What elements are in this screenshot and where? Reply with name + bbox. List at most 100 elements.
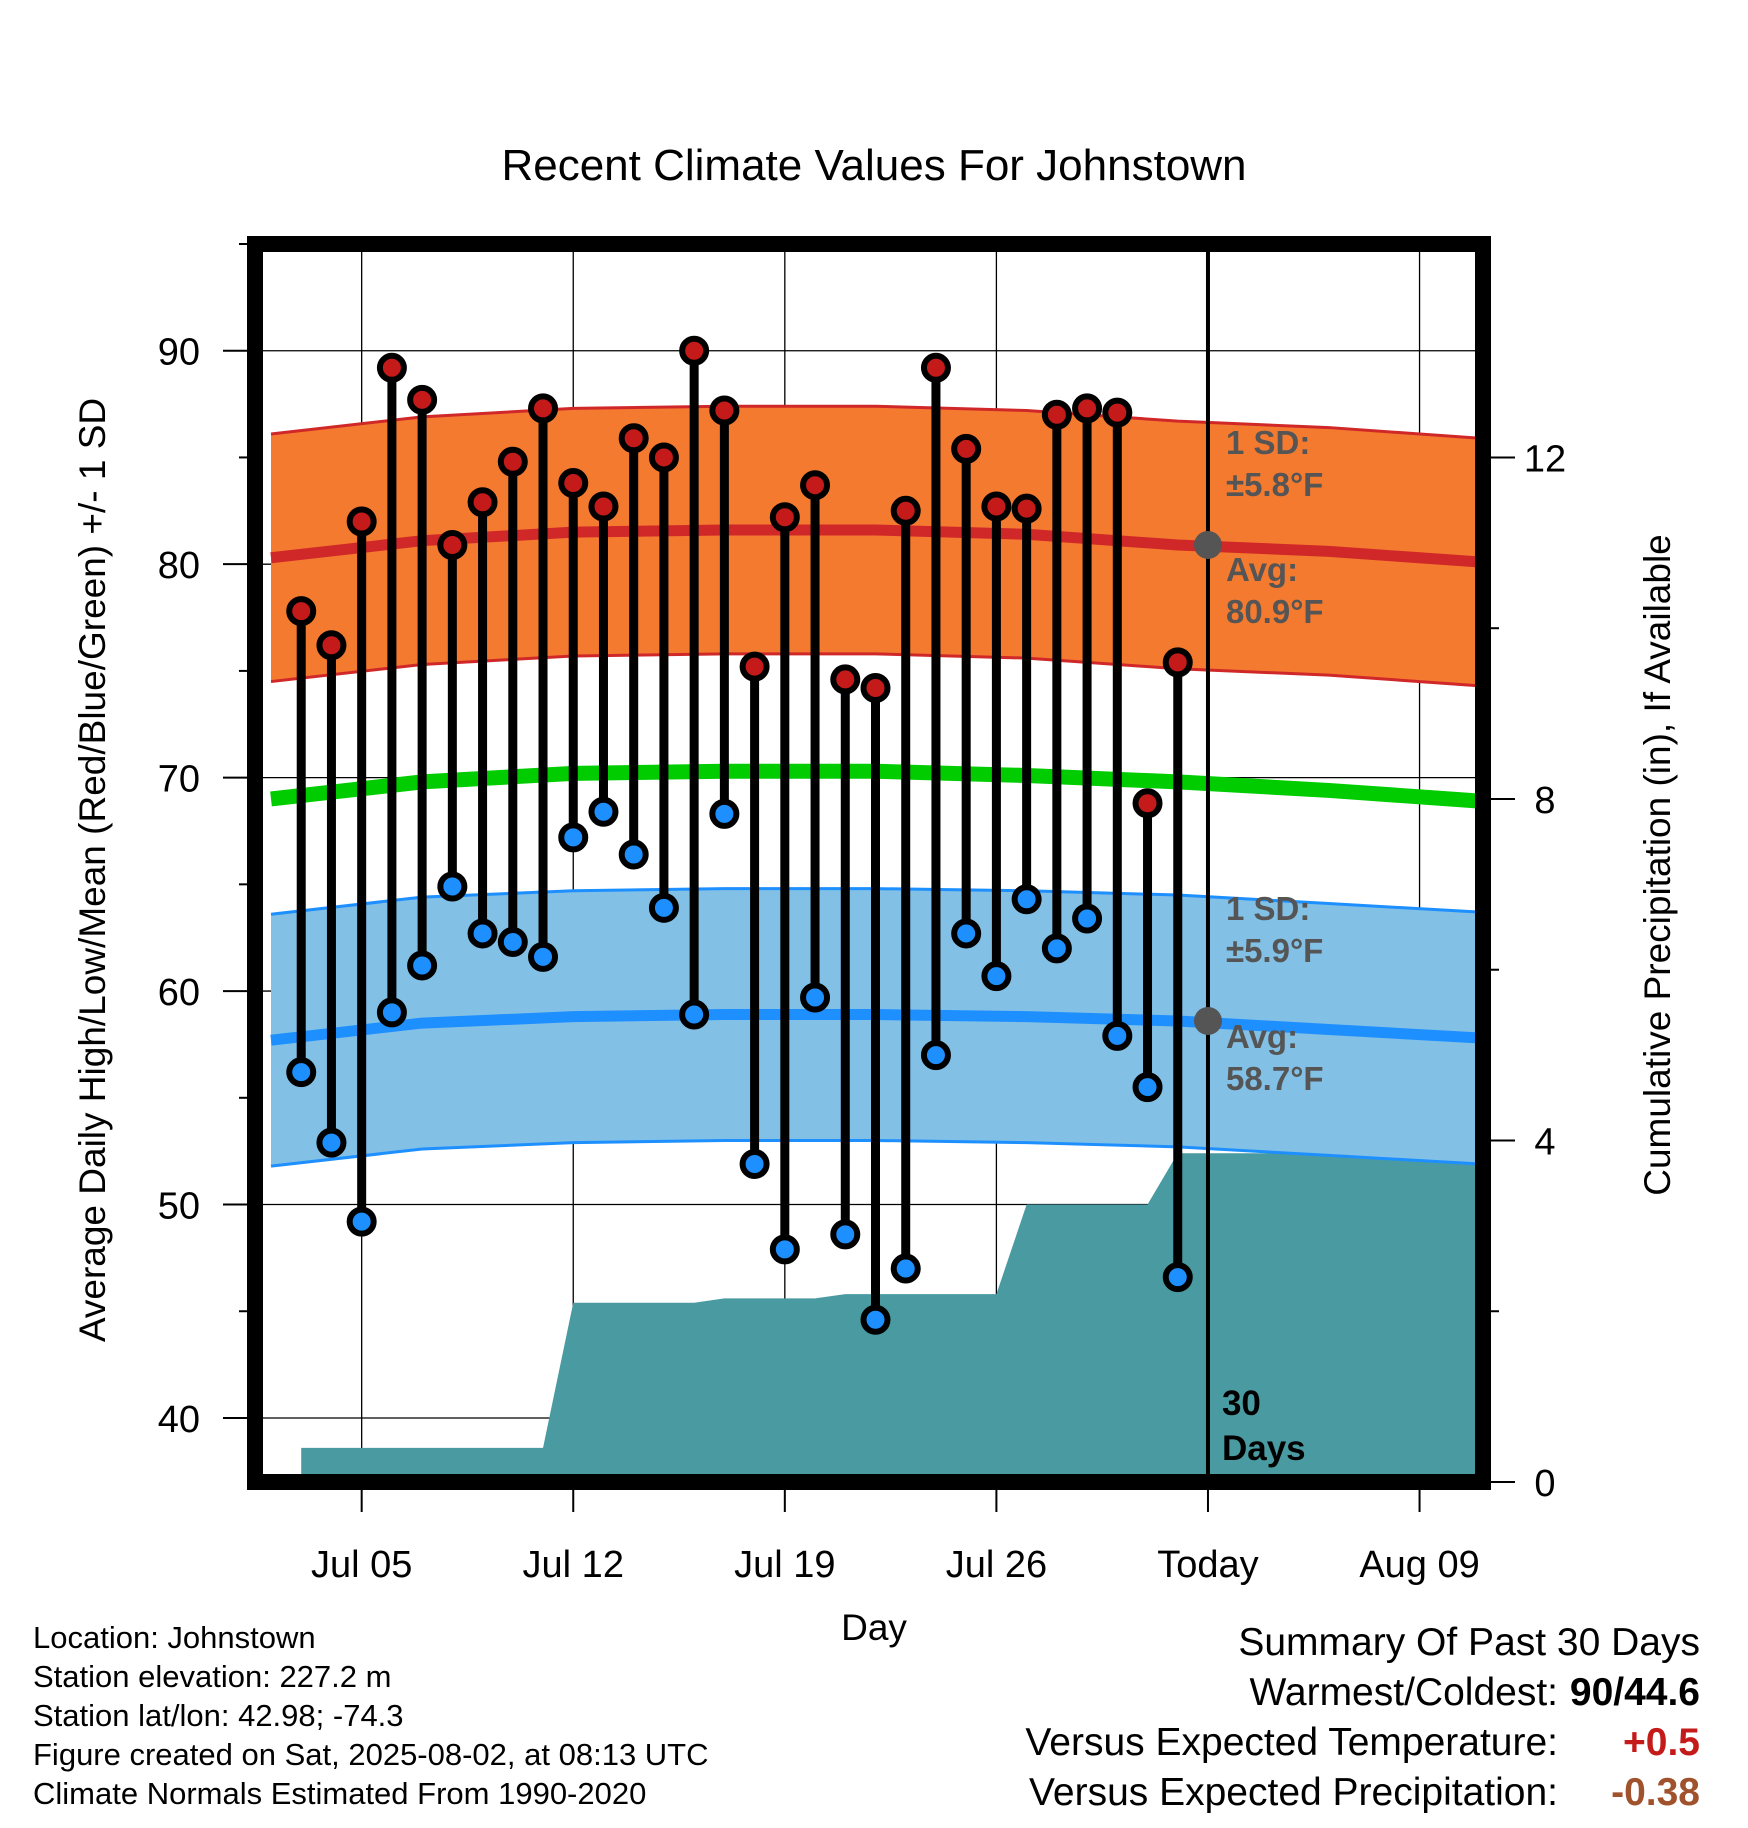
low-point bbox=[860, 1304, 891, 1335]
high-point bbox=[920, 352, 951, 383]
daily-stems bbox=[296, 350, 1183, 1320]
temp-value: +0.5 bbox=[1623, 1721, 1700, 1764]
high-point bbox=[528, 393, 559, 424]
summary-warm-cold: Warmest/Coldest: 90/44.6 bbox=[1025, 1668, 1700, 1718]
annotations: 1 SD: ±5.8°F Avg: 80.9°F 1 SD: ±5.9°F Avg: 58.7… bbox=[1193, 424, 1324, 1468]
low-point bbox=[528, 941, 559, 972]
low-point bbox=[1072, 903, 1103, 934]
low-point bbox=[618, 839, 649, 870]
high-point bbox=[588, 491, 619, 522]
high-sd-lower bbox=[270, 652, 1481, 688]
days-word: Days bbox=[1222, 1429, 1306, 1468]
low-point bbox=[467, 918, 498, 949]
high-point bbox=[830, 664, 861, 695]
high-point bbox=[648, 442, 679, 473]
days-count: 30 bbox=[1222, 1384, 1261, 1423]
x-tick-label: Jul 19 bbox=[734, 1544, 835, 1586]
low-point bbox=[830, 1219, 861, 1250]
created-text: Figure created on Sat, 2025-08-02, at 08… bbox=[33, 1737, 709, 1772]
x-axis-label: Day bbox=[841, 1607, 907, 1648]
precip-label: Versus Expected Precipitation: bbox=[1029, 1771, 1558, 1814]
high-point bbox=[981, 491, 1012, 522]
high-point bbox=[890, 495, 921, 526]
low-avg-dot bbox=[1193, 1006, 1222, 1035]
high-point bbox=[1132, 788, 1163, 819]
low-point bbox=[1011, 884, 1042, 915]
low-sd-value: ±5.9°F bbox=[1226, 932, 1323, 969]
right-tick-label: 8 bbox=[1534, 780, 1555, 822]
low-point bbox=[679, 999, 710, 1030]
high-point bbox=[1041, 399, 1072, 430]
summary-panel: Summary Of Past 30 Days Warmest/Coldest:… bbox=[1025, 1618, 1700, 1818]
low-point bbox=[316, 1127, 347, 1158]
low-point bbox=[1102, 1020, 1133, 1051]
left-tick-label: 80 bbox=[158, 545, 200, 587]
low-point bbox=[376, 997, 407, 1028]
high-point bbox=[709, 395, 740, 426]
high-avg-dot bbox=[1193, 530, 1222, 559]
low-avg-label: Avg: bbox=[1226, 1018, 1298, 1055]
low-point bbox=[1132, 1072, 1163, 1103]
x-tick-label: Jul 05 bbox=[311, 1544, 412, 1586]
high-point bbox=[467, 487, 498, 518]
high-avg-value: 80.9°F bbox=[1226, 593, 1324, 630]
high-point bbox=[860, 672, 891, 703]
low-point bbox=[558, 822, 589, 853]
summary-temp: Versus Expected Temperature: +0.5 bbox=[1025, 1718, 1700, 1768]
right-tick-label: 4 bbox=[1534, 1121, 1555, 1163]
high-point bbox=[558, 468, 589, 499]
chart-title: Recent Climate Values For Johnstown bbox=[501, 141, 1246, 190]
high-point bbox=[346, 506, 377, 537]
high-point bbox=[1072, 393, 1103, 424]
left-tick-label: 70 bbox=[158, 759, 200, 801]
low-point bbox=[1162, 1262, 1193, 1293]
low-point bbox=[437, 871, 468, 902]
high-sd-upper bbox=[270, 404, 1481, 440]
low-point bbox=[346, 1206, 377, 1237]
high-avg-line bbox=[270, 524, 1481, 568]
high-point bbox=[739, 651, 770, 682]
x-tick-label: Today bbox=[1157, 1544, 1258, 1586]
warm-cold-value: 90/44.6 bbox=[1569, 1671, 1700, 1714]
low-point bbox=[709, 798, 740, 829]
high-point bbox=[437, 529, 468, 560]
location-text: Location: Johnstown bbox=[33, 1620, 316, 1655]
y-axis-label-left: Average Daily High/Low/Mean (Red/Blue/Gr… bbox=[72, 398, 113, 1342]
low-point bbox=[981, 961, 1012, 992]
left-tick-label: 90 bbox=[158, 332, 200, 374]
high-point bbox=[497, 446, 528, 477]
summary-title: Summary Of Past 30 Days bbox=[1238, 1621, 1700, 1664]
low-avg-value: 58.7°F bbox=[1226, 1060, 1324, 1097]
high-point bbox=[407, 384, 438, 415]
low-point bbox=[407, 950, 438, 981]
high-sd-value: ±5.8°F bbox=[1226, 466, 1323, 503]
plot-border bbox=[247, 236, 1491, 1490]
precip-value: -0.38 bbox=[1611, 1771, 1700, 1814]
x-tick-label: Aug 09 bbox=[1359, 1544, 1479, 1586]
left-tick-label: 60 bbox=[158, 972, 200, 1014]
elevation-text: Station elevation: 227.2 m bbox=[33, 1659, 392, 1694]
low-point bbox=[769, 1234, 800, 1265]
high-point bbox=[800, 470, 831, 501]
high-point bbox=[951, 433, 982, 464]
left-tick-label: 40 bbox=[158, 1399, 200, 1441]
high-point bbox=[316, 630, 347, 661]
x-tick-label: Jul 12 bbox=[523, 1544, 624, 1586]
summary-precip: Versus Expected Precipitation: -0.38 bbox=[1025, 1768, 1700, 1818]
low-point bbox=[800, 982, 831, 1013]
high-point bbox=[1102, 397, 1133, 428]
high-avg-label: Avg: bbox=[1226, 551, 1298, 588]
low-point bbox=[890, 1253, 921, 1284]
high-point bbox=[618, 423, 649, 454]
low-point bbox=[739, 1148, 770, 1179]
low-point bbox=[951, 918, 982, 949]
axes: 40 50 60 70 80 90 0 4 8 12 Jul 05 Jul 12 Jul 19 Jul 2… bbox=[158, 243, 1566, 1586]
warm-cold-label: Warmest/Coldest: bbox=[1249, 1671, 1558, 1714]
latlon-text: Station lat/lon: 42.98; -74.3 bbox=[33, 1698, 404, 1733]
daily-points bbox=[286, 335, 1193, 1335]
high-point bbox=[286, 596, 317, 627]
high-point bbox=[769, 502, 800, 533]
station-info: Location: Johnstown Station elevation: 2… bbox=[33, 1618, 709, 1813]
right-tick-label: 0 bbox=[1534, 1463, 1555, 1505]
